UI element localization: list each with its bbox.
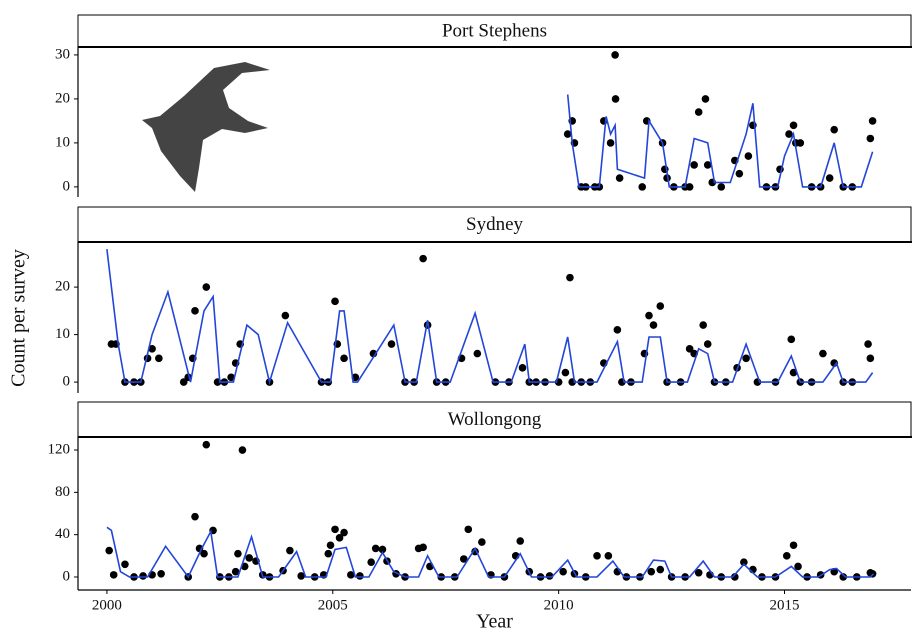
- data-point: [519, 364, 527, 372]
- y-tick-label: 10: [55, 326, 70, 342]
- data-point: [790, 541, 798, 549]
- x-tick-label: 2000: [92, 597, 122, 613]
- data-point: [245, 554, 253, 562]
- data-point: [790, 121, 798, 129]
- data-point: [331, 526, 339, 534]
- data-point: [647, 568, 655, 576]
- data-point: [559, 568, 567, 576]
- data-point: [155, 355, 163, 363]
- data-point: [699, 321, 707, 329]
- data-point: [464, 526, 472, 534]
- y-tick-label: 40: [55, 526, 70, 542]
- data-point: [864, 340, 872, 348]
- data-point: [819, 350, 827, 358]
- data-point: [327, 541, 335, 549]
- data-point: [638, 183, 646, 191]
- data-point: [690, 161, 698, 169]
- data-point: [566, 274, 574, 282]
- data-point: [286, 547, 294, 555]
- data-point: [516, 537, 524, 545]
- data-point: [356, 572, 364, 580]
- data-point: [105, 547, 113, 555]
- data-point: [656, 302, 664, 310]
- data-point: [830, 126, 838, 134]
- data-point: [191, 513, 199, 521]
- y-tick-label: 20: [55, 279, 70, 295]
- data-point: [191, 307, 199, 315]
- x-tick-label: 2015: [770, 597, 800, 613]
- data-point: [695, 108, 703, 116]
- data-point: [367, 558, 375, 566]
- data-point: [787, 336, 795, 344]
- y-tick-label: 20: [55, 90, 70, 106]
- data-point: [742, 355, 750, 363]
- data-point: [372, 545, 380, 553]
- data-point: [704, 340, 712, 348]
- data-point: [717, 183, 725, 191]
- data-point: [736, 170, 744, 178]
- x-axis-label: Year: [476, 611, 513, 633]
- data-point: [650, 321, 658, 329]
- x-tick-label: 2010: [544, 597, 574, 613]
- data-point: [562, 369, 570, 377]
- data-point: [593, 552, 601, 560]
- data-point: [783, 552, 791, 560]
- data-point: [794, 563, 802, 571]
- data-point: [797, 139, 805, 147]
- data-point: [202, 283, 210, 291]
- y-tick-label: 80: [55, 484, 70, 500]
- y-tick-label: 0: [63, 178, 71, 194]
- data-point: [478, 538, 486, 546]
- trend-line: [107, 527, 874, 577]
- data-point: [607, 139, 615, 147]
- data-point: [121, 560, 129, 568]
- data-point: [869, 117, 877, 125]
- data-point: [474, 350, 482, 358]
- chart: Port Stephens 0 10 20 30 Sydney 0 10 20 Count per…: [0, 0, 912, 633]
- data-point: [612, 95, 620, 103]
- data-point: [614, 326, 622, 334]
- data-point: [656, 566, 664, 574]
- data-point: [282, 312, 290, 320]
- data-point: [157, 570, 165, 578]
- data-point: [826, 174, 834, 182]
- data-point: [110, 571, 118, 579]
- data-point: [702, 95, 710, 103]
- trend-line: [107, 249, 873, 382]
- data-point: [324, 550, 332, 558]
- data-point: [139, 572, 147, 580]
- y-tick-label: 10: [55, 134, 70, 150]
- data-point: [234, 550, 242, 558]
- y-tick-label: 0: [63, 374, 71, 390]
- data-point: [867, 135, 875, 143]
- y-tick-label: 30: [55, 46, 70, 62]
- data-point: [239, 446, 247, 454]
- data-point: [611, 51, 619, 59]
- data-point: [202, 441, 210, 449]
- panel-title: Sydney: [466, 214, 524, 235]
- data-point: [605, 552, 613, 560]
- panel-title: Port Stephens: [442, 20, 547, 41]
- y-tick-label: 0: [63, 568, 71, 584]
- data-point: [645, 312, 653, 320]
- data-point: [686, 183, 694, 191]
- data-point: [388, 340, 396, 348]
- data-point: [340, 529, 348, 537]
- y-tick-label: 120: [48, 441, 71, 457]
- data-point: [419, 255, 427, 263]
- data-point: [616, 174, 624, 182]
- data-point: [331, 298, 339, 306]
- panel-title: Wollongong: [448, 409, 542, 430]
- data-point: [745, 152, 753, 160]
- data-point: [419, 544, 427, 552]
- bird-silhouette: [142, 62, 270, 192]
- data-point: [340, 355, 348, 363]
- y-axis-label: Count per survey: [8, 249, 30, 387]
- data-point: [867, 355, 875, 363]
- x-tick-label: 2005: [318, 597, 348, 613]
